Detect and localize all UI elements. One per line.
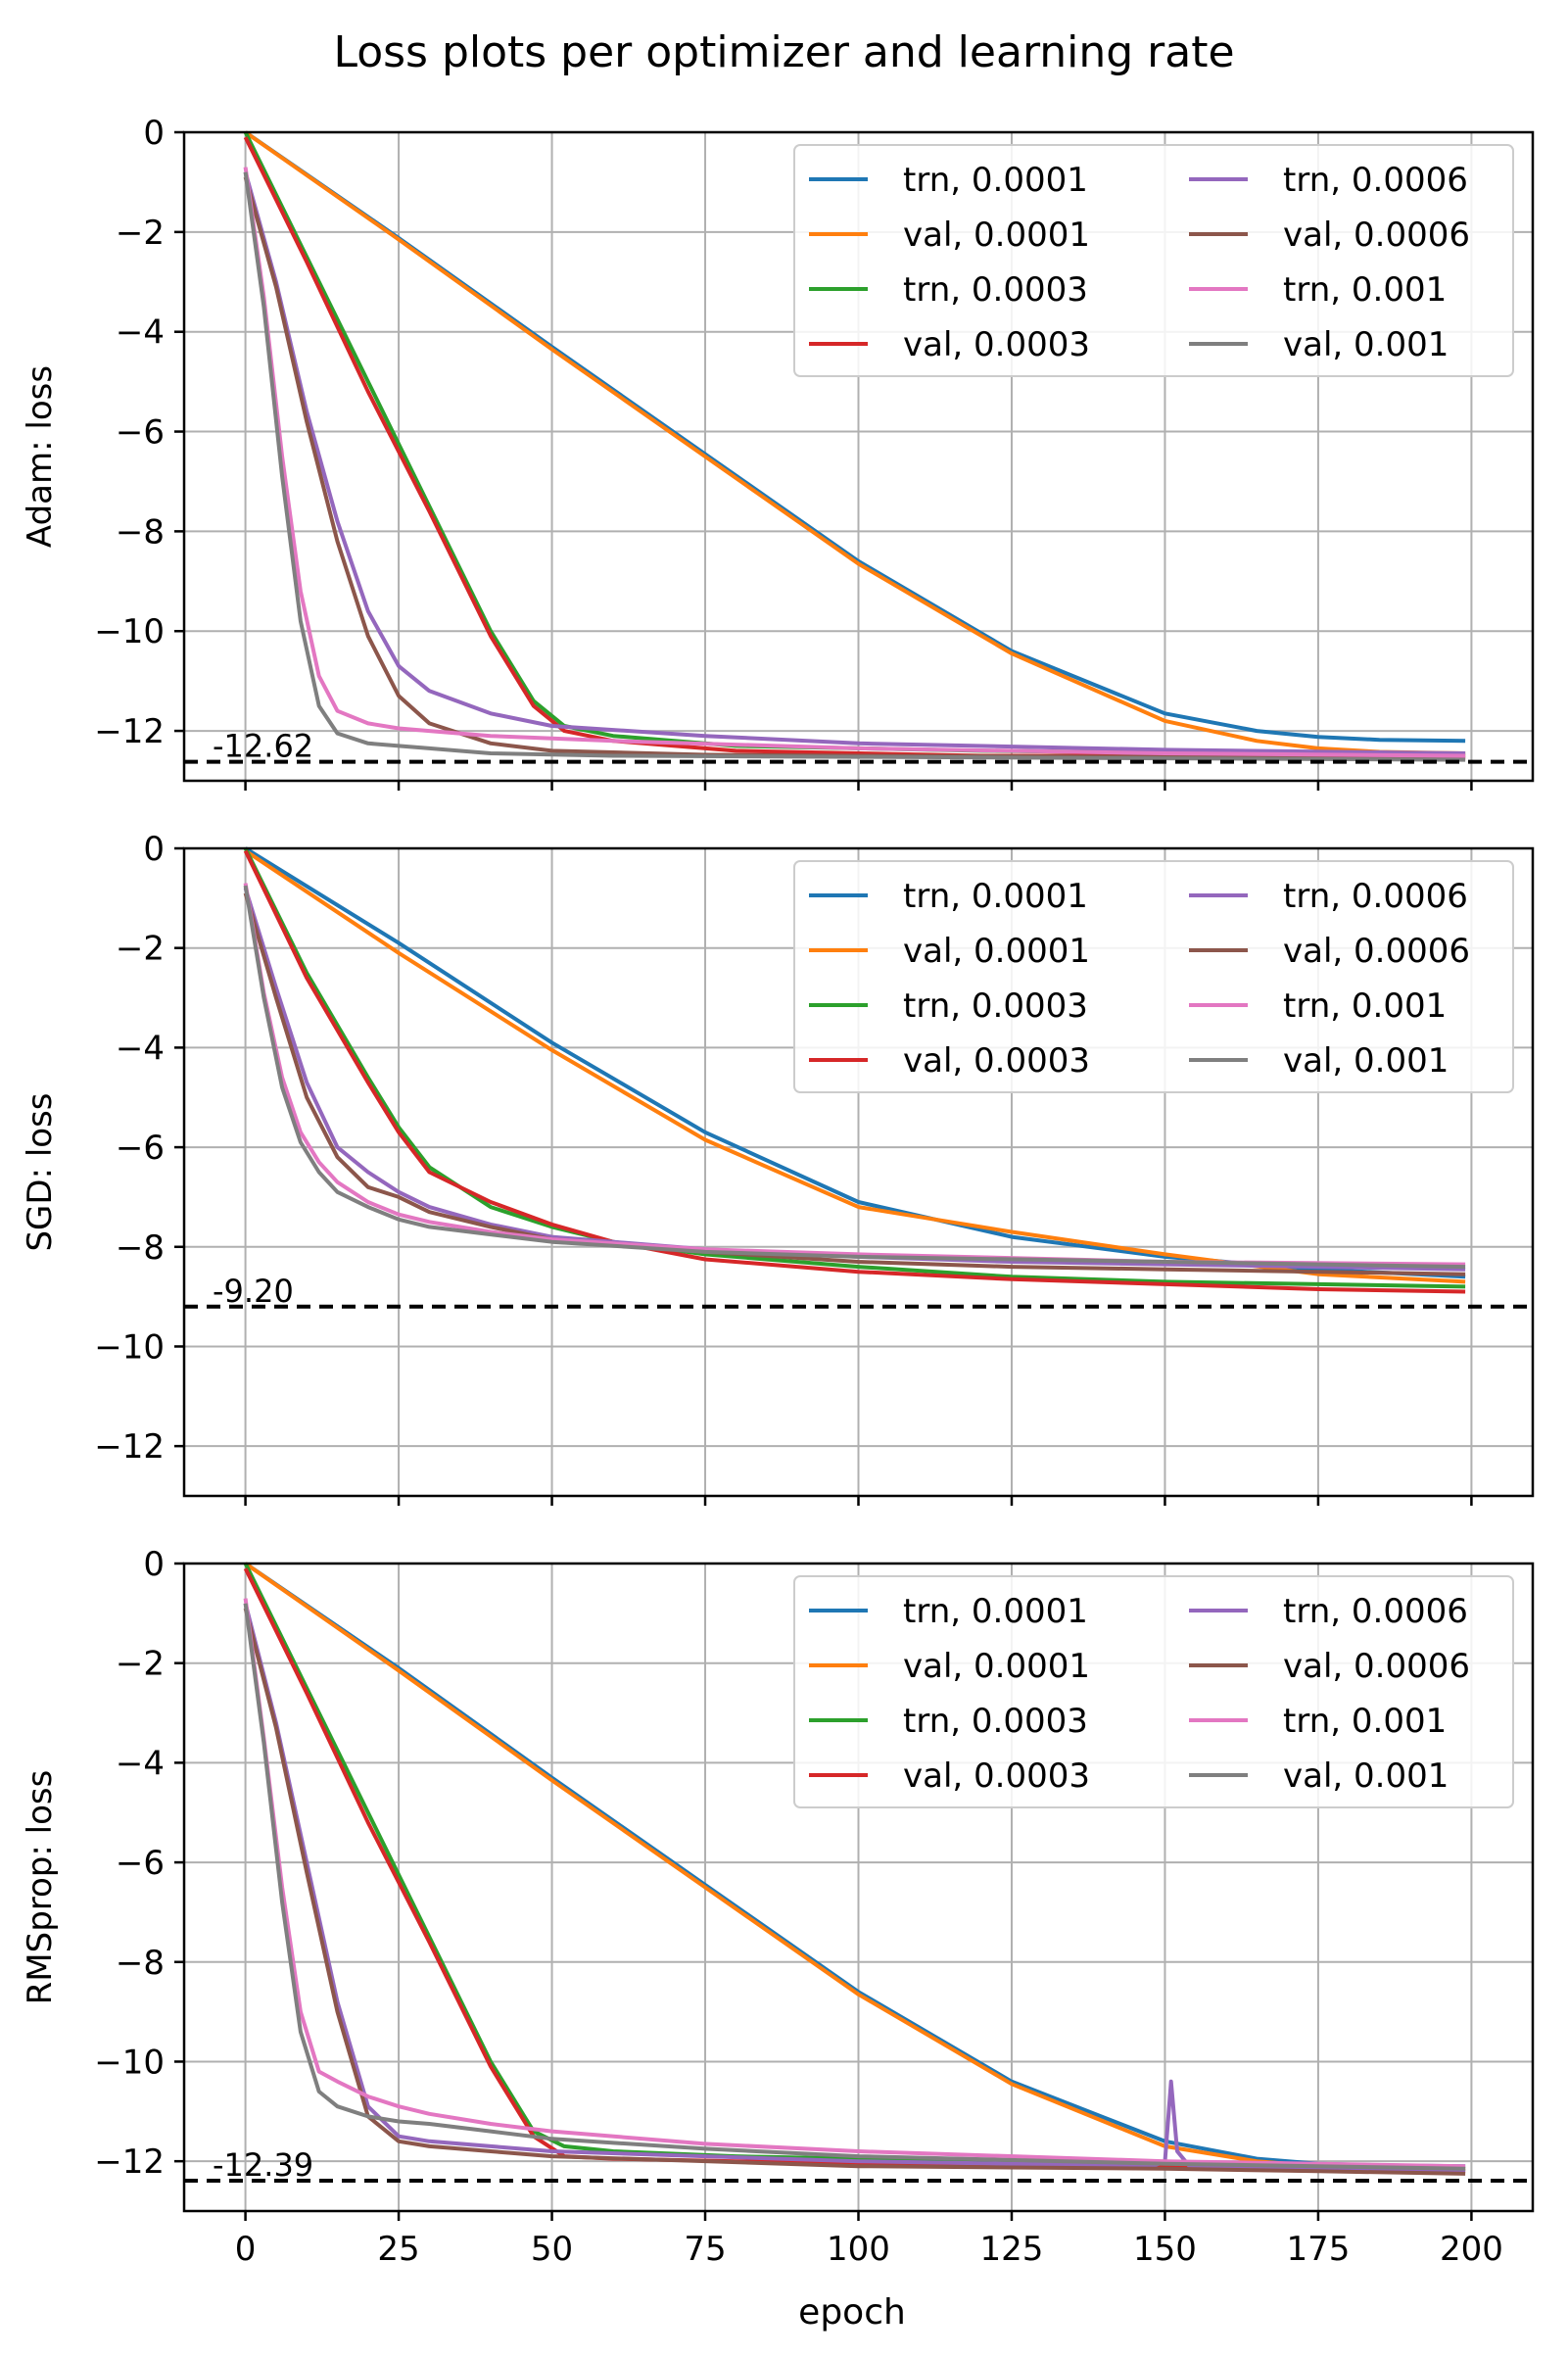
legend-label-val-0-0001: val, 0.0001: [903, 1647, 1090, 1686]
y-tick-label: −8: [116, 1228, 165, 1268]
legend-box: [793, 144, 1514, 377]
legend: trn, 0.0001 val, 0.0001 trn, 0.0003 val, 0.…: [793, 860, 1514, 1093]
x-tick-label: 200: [1440, 2230, 1503, 2269]
legend-label-val-0-001: val, 0.001: [1283, 1041, 1449, 1081]
x-tick-label: 125: [980, 2230, 1044, 2269]
sgd-subplot: -9.20 0 −2 −4 −6 −8 −10 −12 SGD: loss trn, 0.0001…: [21, 830, 1535, 1506]
rmsprop-subplot: -12.39 0 25 50 75 100 125 150 175 200 0 −2 −4 −6 −8 −10…: [21, 1545, 1535, 2269]
series-line-trn-0-001: [243, 167, 1466, 758]
legend-label-trn-0-0006: trn, 0.0006: [1283, 877, 1468, 916]
x-tick-label: 150: [1133, 2230, 1197, 2269]
series-line-trn-0-0006: [243, 888, 1466, 1272]
reference-line-label: -12.39: [213, 2146, 313, 2184]
legend-label-val-0-0003: val, 0.0003: [903, 1756, 1090, 1796]
legend: trn, 0.0001 val, 0.0001 trn, 0.0003 val, 0.…: [793, 1575, 1514, 1808]
legend-label-trn-0-0006: trn, 0.0006: [1283, 1592, 1468, 1631]
series-line-val-0-0006: [243, 1608, 1466, 2176]
legend-label-trn-0-0001: trn, 0.0001: [903, 1592, 1088, 1631]
legend-label-trn-0-0003: trn, 0.0003: [903, 270, 1088, 310]
y-tick-label: −8: [116, 512, 165, 552]
x-tick-label: 175: [1286, 2230, 1350, 2269]
y-tick-label: −12: [94, 1427, 165, 1467]
y-tick-label: −6: [116, 1844, 165, 1883]
y-tick-label: −2: [116, 930, 165, 969]
legend-label-trn-0-0006: trn, 0.0006: [1283, 161, 1468, 200]
y-tick-label: 0: [143, 830, 165, 869]
series-line-trn-0-001: [243, 1598, 1466, 2169]
legend-label-val-0-0003: val, 0.0003: [903, 1041, 1090, 1081]
legend-label-trn-0-001: trn, 0.001: [1283, 1702, 1447, 1741]
legend: trn, 0.0001 val, 0.0001 trn, 0.0003 val, 0.…: [793, 144, 1514, 377]
y-axis-label: Adam: loss: [21, 365, 60, 548]
y-tick-label: −12: [94, 712, 165, 751]
series-line-val-0-0006: [243, 892, 1466, 1276]
adam-subplot: -12.62 0 −2 −4 −6 −8 −10 −12 Adam: loss trn, 0.00…: [21, 114, 1535, 791]
series-line-val-0-0003: [243, 849, 1466, 1294]
y-tick-label: −10: [94, 2043, 165, 2082]
legend-label-val-0-0006: val, 0.0006: [1283, 1647, 1470, 1686]
legend-label-trn-0-001: trn, 0.001: [1283, 987, 1447, 1026]
reference-line-label: -9.20: [213, 1273, 294, 1310]
y-tick-label: 0: [143, 1545, 165, 1584]
reference-line-label: -12.62: [213, 728, 313, 765]
series-line-val-0-001: [243, 885, 1466, 1270]
legend-label-trn-0-001: trn, 0.001: [1283, 270, 1447, 310]
y-tick-label: −6: [116, 1129, 165, 1168]
legend-box: [793, 860, 1514, 1093]
y-tick-label: 0: [143, 114, 165, 153]
x-tick-label: 25: [377, 2230, 419, 2269]
y-tick-label: −2: [116, 1645, 165, 1684]
legend-label-trn-0-0001: trn, 0.0001: [903, 161, 1088, 200]
figure-title: Loss plots per optimizer and learning ra…: [333, 27, 1235, 77]
x-tick-label: 50: [531, 2230, 573, 2269]
series-line-trn-0-001: [243, 883, 1466, 1267]
legend-label-val-0-0006: val, 0.0006: [1283, 932, 1470, 971]
legend-label-val-0-0001: val, 0.0001: [903, 216, 1090, 255]
legend-label-val-0-001: val, 0.001: [1283, 325, 1449, 364]
legend-box: [793, 1575, 1514, 1808]
legend-label-val-0-001: val, 0.001: [1283, 1756, 1449, 1796]
series-line-val-0-001: [243, 171, 1466, 762]
legend-label-trn-0-0001: trn, 0.0001: [903, 877, 1088, 916]
legend-label-val-0-0001: val, 0.0001: [903, 932, 1090, 971]
y-tick-label: −12: [94, 2142, 165, 2182]
y-tick-label: −4: [116, 313, 165, 353]
y-tick-label: −6: [116, 413, 165, 453]
x-axis-label: epoch: [798, 2292, 906, 2333]
x-tick-label: 100: [827, 2230, 890, 2269]
x-tick-label: 75: [684, 2230, 726, 2269]
y-tick-label: −10: [94, 1327, 165, 1367]
y-axis-label: RMSprop: loss: [21, 1770, 60, 2005]
x-tick-label: 0: [235, 2230, 257, 2269]
legend-label-val-0-0003: val, 0.0003: [903, 325, 1090, 364]
y-axis-label: SGD: loss: [21, 1092, 60, 1251]
legend-label-val-0-0006: val, 0.0006: [1283, 216, 1470, 255]
legend-label-trn-0-0003: trn, 0.0003: [903, 1702, 1088, 1741]
series-line-val-0-0001: [244, 130, 1466, 755]
y-tick-label: −4: [116, 1744, 165, 1783]
series-line-trn-0-0006: [243, 171, 1466, 755]
y-tick-label: −2: [116, 214, 165, 253]
series-line-trn-0-0006: [243, 1603, 1466, 2174]
y-tick-label: −10: [94, 612, 165, 651]
y-tick-label: −4: [116, 1029, 165, 1068]
series-line-val-0-001: [243, 1603, 1466, 2171]
legend-label-trn-0-0003: trn, 0.0003: [903, 987, 1088, 1026]
y-tick-label: −8: [116, 1944, 165, 1983]
